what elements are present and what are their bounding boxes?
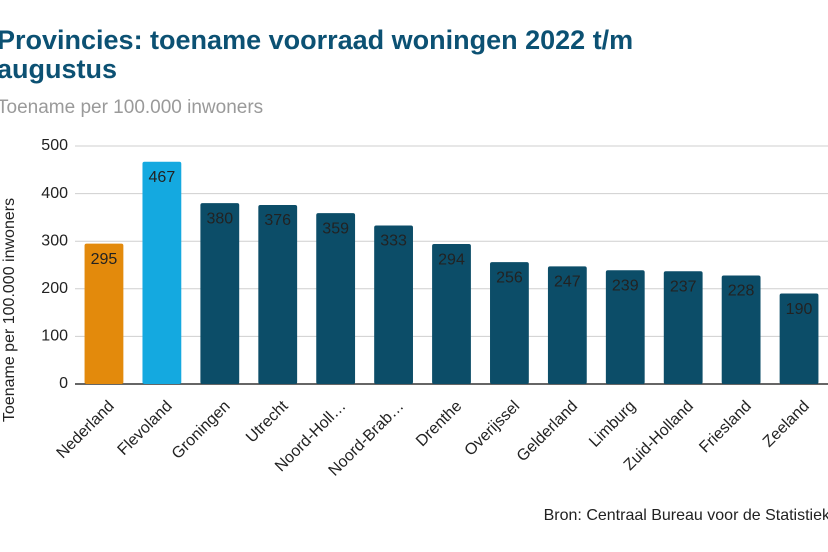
data-label: 333 — [380, 233, 407, 250]
bar — [142, 161, 182, 384]
chart-subtitle: Toename per 100.000 inwoners — [0, 97, 264, 118]
x-tick-label: Gelderland — [514, 398, 581, 465]
data-label: 295 — [91, 251, 118, 268]
y-tick-label: 0 — [59, 375, 68, 392]
data-label: 237 — [670, 278, 697, 295]
data-label: 247 — [554, 274, 581, 291]
chart-title: Provincies: toename voorraad woningen 20… — [0, 25, 634, 84]
x-tick-label: Limburg — [586, 398, 639, 451]
x-tick-label: Utrecht — [243, 397, 292, 446]
y-tick-label: 500 — [41, 137, 68, 154]
x-tick-label: Overijssel — [462, 398, 524, 460]
x-tick-label: Nederland — [54, 398, 118, 462]
data-label: 376 — [264, 212, 291, 229]
bar — [200, 203, 240, 384]
data-label: 228 — [728, 283, 755, 300]
data-label: 190 — [786, 301, 813, 318]
bar — [84, 243, 124, 384]
bar — [374, 225, 413, 384]
bar — [258, 205, 298, 384]
bar — [432, 244, 471, 384]
y-axis-title: Toename per 100.000 inwoners — [1, 198, 18, 422]
bar — [316, 213, 356, 384]
bar — [721, 275, 761, 384]
data-label: 380 — [206, 210, 233, 227]
x-tick-label: Friesland — [696, 398, 755, 457]
bar — [779, 293, 819, 384]
y-tick-label: 400 — [41, 185, 68, 202]
data-label: 239 — [612, 277, 639, 294]
data-label: 294 — [438, 251, 465, 268]
x-tick-label: Drenthe — [413, 398, 465, 450]
y-tick-label: 200 — [41, 280, 68, 297]
source: Bron: Centraal Bureau voor de Statistiek — [544, 507, 828, 524]
data-label: 359 — [322, 220, 349, 237]
x-tick-label: Zeeland — [760, 398, 813, 451]
bar — [605, 270, 645, 384]
data-label: 467 — [149, 169, 176, 186]
y-tick-label: 300 — [41, 232, 68, 249]
bar — [547, 266, 587, 384]
x-tick-label: Groningen — [169, 398, 234, 463]
bar — [490, 262, 529, 384]
y-tick-label: 100 — [41, 328, 68, 345]
data-label: 256 — [496, 269, 523, 286]
x-tick-label: Flevoland — [115, 398, 176, 459]
bar — [663, 271, 703, 384]
